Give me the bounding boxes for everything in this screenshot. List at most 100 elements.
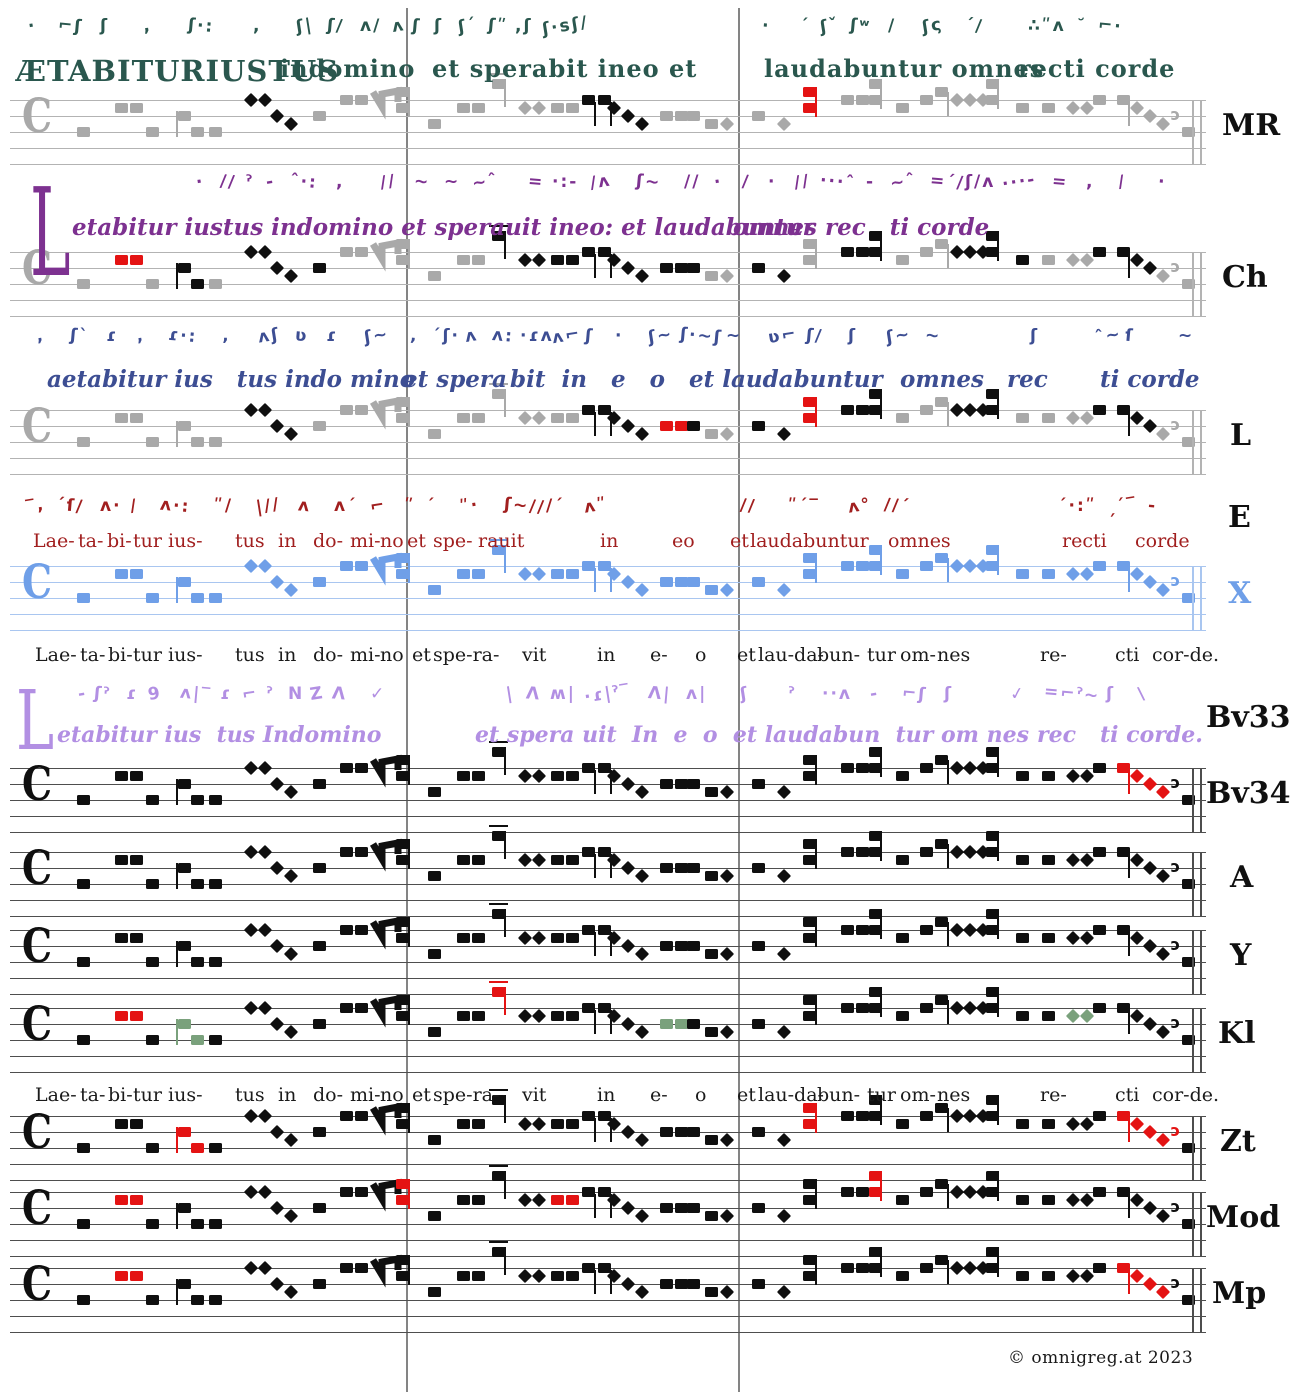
staff-line xyxy=(10,832,1206,834)
neume-note-square xyxy=(868,231,882,241)
adiastematic-neume: ʃ xyxy=(100,16,110,36)
manuscript-text-L: aetabitur ius tus indo mino xyxy=(47,366,416,393)
manuscript-text-E: no xyxy=(380,530,404,552)
lyric-syllable: in xyxy=(597,1084,616,1106)
neume-note-square xyxy=(115,1271,129,1281)
neume-note-diamond xyxy=(962,92,977,108)
note-stem xyxy=(1200,566,1202,630)
neume-note-square xyxy=(840,925,854,935)
adiastematic-neume: ʃ·: xyxy=(187,14,216,38)
neume-note-diamond xyxy=(269,860,285,876)
neume-note-square xyxy=(803,755,817,765)
neume-note-diamond xyxy=(962,922,977,938)
lyric-syllable: e- xyxy=(650,1084,668,1106)
staff-line xyxy=(10,816,1206,818)
neume-note-diamond xyxy=(518,852,533,868)
neume-note-square xyxy=(675,421,689,431)
neume-note-square xyxy=(1093,405,1107,415)
neume-note-square xyxy=(178,421,192,431)
note-stem xyxy=(1200,1268,1202,1332)
source-label-Bv34: Bv34 xyxy=(1206,776,1291,811)
neume-note-square xyxy=(895,103,909,113)
neume-note-square xyxy=(704,1135,718,1145)
adiastematic-neume: Λ| xyxy=(647,683,673,705)
manuscript-text-MR: recti corde xyxy=(1018,54,1176,83)
neume-note-square xyxy=(751,941,765,951)
manuscript-text-E: in xyxy=(278,530,297,552)
adiastematic-neume: / xyxy=(741,171,752,193)
neume-note-square xyxy=(145,957,159,967)
note-stem xyxy=(946,402,949,426)
neume-note-square xyxy=(868,925,882,935)
lyric-syllable: om- xyxy=(900,644,936,666)
adiastematic-neume: ʌ⌐ xyxy=(550,323,583,349)
adiastematic-neume: , xyxy=(1086,172,1095,192)
neume-note-diamond xyxy=(1079,252,1094,268)
note-stem xyxy=(1200,768,1202,832)
neume-note-square xyxy=(675,1203,689,1213)
neume-note-square xyxy=(130,1195,144,1205)
neume-note-square xyxy=(582,925,596,935)
note-stem xyxy=(814,839,817,869)
neume-note-square xyxy=(396,397,410,407)
neume-note-square xyxy=(985,1187,999,1197)
neume-note-square xyxy=(935,87,949,97)
neume-note-square xyxy=(985,247,999,257)
neume-note-square xyxy=(704,271,718,281)
neume-note-square xyxy=(920,247,934,257)
neume-note-diamond xyxy=(620,260,636,276)
neume-note-diamond xyxy=(258,844,273,860)
note-stem xyxy=(997,231,1000,261)
neume-note-square xyxy=(456,103,470,113)
neume-note-square xyxy=(354,247,368,257)
note-stem xyxy=(609,1270,612,1294)
adiastematic-neume: ˀ xyxy=(246,172,254,192)
adiastematic-neume: - xyxy=(1147,495,1158,517)
neume-note-square xyxy=(1016,771,1030,781)
neume-note-square xyxy=(1116,95,1130,105)
neume-note-square xyxy=(339,1111,353,1121)
adiastematic-neume: · xyxy=(768,172,777,192)
neume-note-square xyxy=(985,79,999,89)
neume-note-square xyxy=(687,577,701,587)
neume-note-square xyxy=(76,1035,90,1045)
neume-note-square xyxy=(1182,1143,1196,1153)
neume-note-diamond xyxy=(620,1124,636,1140)
neume-note-square xyxy=(1041,255,1055,265)
neume-note-square xyxy=(687,1279,701,1289)
c-clef: C xyxy=(22,755,53,811)
neume-note-square xyxy=(935,239,949,249)
neume-note-square xyxy=(471,569,485,579)
note-stem xyxy=(946,1184,949,1208)
neume-note-square xyxy=(178,1279,192,1289)
note-stem xyxy=(1128,932,1131,956)
neume-note-square xyxy=(868,909,882,919)
neume-note-square xyxy=(1041,1271,1055,1281)
neume-note-square xyxy=(471,1011,485,1021)
neume-note-square xyxy=(492,747,505,757)
neume-note-square xyxy=(145,127,159,137)
neume-note-square xyxy=(582,561,596,571)
manuscript-text-E: mi- xyxy=(350,530,381,552)
neume-note-square xyxy=(803,995,817,1005)
neume-note-diamond xyxy=(244,244,259,260)
neume-note-square xyxy=(208,437,222,447)
neume-note-square xyxy=(1041,1119,1055,1129)
note-stem xyxy=(176,263,179,289)
neume-note-diamond xyxy=(284,784,299,800)
note-stem xyxy=(814,995,817,1025)
note-stem xyxy=(1192,768,1194,832)
neume-note-square xyxy=(208,593,222,603)
neume-note-square xyxy=(312,577,326,587)
neume-note-square xyxy=(354,847,368,857)
neume-note-square xyxy=(920,1263,934,1273)
note-stem xyxy=(609,254,612,278)
note-stem xyxy=(1200,252,1202,316)
adiastematic-neume: · xyxy=(615,326,624,346)
neume-note-diamond xyxy=(949,558,964,574)
source-label-Zt: Zt xyxy=(1220,1124,1256,1159)
adiastematic-neume: = xyxy=(1051,171,1070,193)
neume-note-square xyxy=(427,1135,441,1145)
